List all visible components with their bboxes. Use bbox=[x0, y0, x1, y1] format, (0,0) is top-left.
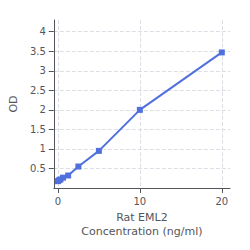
svg-text:20: 20 bbox=[215, 196, 228, 207]
svg-text:0.5: 0.5 bbox=[30, 163, 46, 174]
svg-text:3.5: 3.5 bbox=[30, 46, 46, 57]
svg-text:Concentration (ng/ml): Concentration (ng/ml) bbox=[81, 225, 202, 238]
svg-text:2: 2 bbox=[39, 104, 45, 115]
svg-text:4: 4 bbox=[39, 26, 45, 37]
svg-text:0: 0 bbox=[55, 196, 61, 207]
svg-text:2.5: 2.5 bbox=[30, 85, 46, 96]
svg-text:3: 3 bbox=[39, 65, 45, 76]
svg-text:10: 10 bbox=[133, 196, 146, 207]
svg-text:Rat EML2: Rat EML2 bbox=[116, 211, 168, 224]
svg-text:1: 1 bbox=[39, 143, 45, 154]
svg-text:1.5: 1.5 bbox=[30, 124, 46, 135]
svg-text:OD: OD bbox=[7, 95, 20, 112]
